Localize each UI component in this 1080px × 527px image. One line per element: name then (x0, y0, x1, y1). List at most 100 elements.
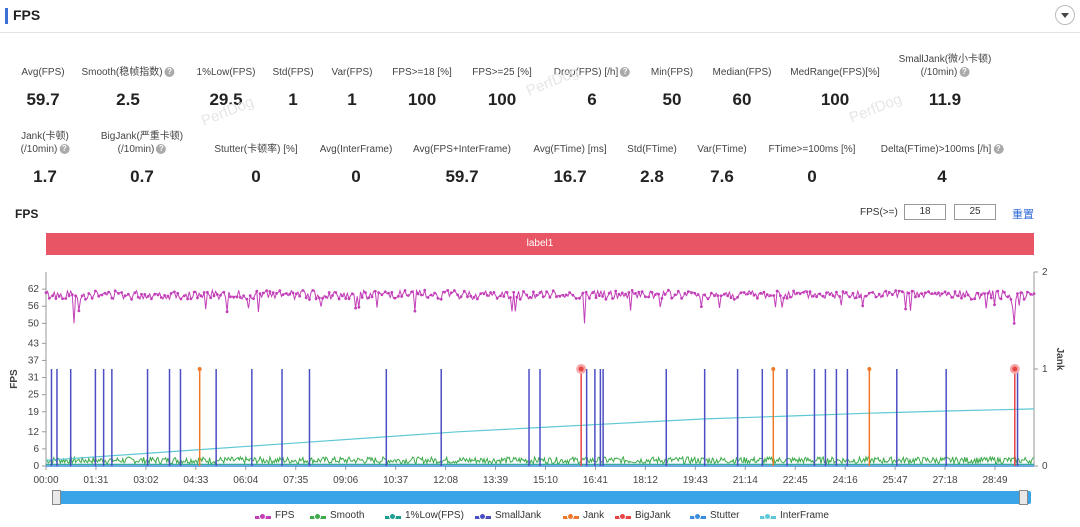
fps-point (225, 310, 229, 314)
label-band[interactable]: label1 (46, 233, 1034, 255)
fps-point (509, 296, 512, 299)
fps-point (387, 291, 390, 295)
fps-point (271, 291, 275, 294)
time-range-slider[interactable] (52, 491, 1031, 504)
y-tick-label: 19 (28, 407, 40, 418)
fps-point (334, 291, 338, 294)
fps-point (963, 294, 967, 298)
help-icon[interactable]: ? (993, 144, 1004, 155)
legend-item-0[interactable]: FPS (275, 510, 295, 521)
fps-point (844, 291, 848, 294)
help-icon[interactable]: ? (59, 144, 70, 155)
reset-link[interactable]: 重置 (1012, 209, 1034, 221)
fps-point (476, 297, 479, 301)
x-tick-label: 09:06 (333, 475, 358, 486)
slider-handle-left[interactable] (52, 490, 61, 505)
metric-label-text: MedRange(FPS)[%] (790, 67, 880, 78)
fps-point (331, 294, 334, 297)
fps-point (835, 290, 838, 294)
metric-label-unit: (/10min) (20, 144, 58, 155)
legend-marker-6 (694, 513, 701, 520)
fps-point (492, 291, 496, 294)
jank-event-marker (197, 367, 202, 371)
fps-point (94, 289, 97, 293)
fps-point (1026, 290, 1029, 294)
fps-point (120, 291, 124, 294)
fps-point (828, 293, 832, 296)
fps-point (403, 289, 407, 292)
metric-label-text: Smooth(稳帧指数) (81, 67, 163, 78)
fps-point (986, 292, 990, 295)
fps-point (337, 297, 341, 301)
fps-point (742, 291, 746, 294)
fps-point (956, 294, 960, 298)
fps-point (90, 296, 94, 300)
collapse-button[interactable] (1055, 5, 1075, 25)
y-tick-label: 43 (28, 338, 40, 349)
metric-label-text: FPS>=18 [%] (392, 67, 452, 78)
fps-point (723, 292, 726, 296)
fps-point (551, 289, 555, 293)
help-icon[interactable]: ? (164, 67, 175, 78)
fps-point (545, 290, 548, 294)
fps-point (344, 297, 348, 300)
fps-series-line (45, 288, 1035, 324)
fps-point (644, 295, 647, 299)
fps-point (676, 289, 680, 293)
metric-label-text: Median(FPS) (712, 67, 772, 78)
fps-point (620, 291, 624, 295)
legend-marker-3 (479, 513, 486, 520)
legend-item-4[interactable]: Jank (583, 510, 605, 521)
help-icon[interactable]: ? (620, 67, 631, 78)
x-tick-label: 00:00 (33, 475, 58, 486)
fps-point (130, 297, 134, 301)
fps-point (443, 290, 446, 294)
fps-point (670, 296, 674, 300)
fps-point (634, 292, 637, 295)
fps-point (765, 293, 769, 296)
help-icon[interactable]: ? (156, 144, 167, 155)
legend-item-6[interactable]: Stutter (710, 510, 740, 521)
fps-point (61, 297, 64, 300)
fps-point (479, 292, 483, 295)
legend-item-5[interactable]: BigJank (635, 510, 671, 521)
jank-event-marker (867, 367, 872, 371)
slider-handle-right[interactable] (1019, 490, 1028, 505)
fps-point (212, 294, 216, 298)
fps-point (838, 295, 842, 298)
fps-point (811, 294, 815, 298)
fps-point (179, 297, 183, 301)
fps-point (561, 293, 565, 297)
metrics_row2-value-7: 7.6 (710, 167, 734, 186)
legend-item-3[interactable]: SmallJank (495, 510, 542, 521)
help-icon[interactable]: ? (959, 67, 970, 78)
fps-point (189, 297, 193, 301)
metrics_row2-label-3: Avg(InterFrame) (320, 143, 393, 156)
fps-point (186, 297, 190, 301)
fps-point (123, 294, 127, 298)
legend-item-2[interactable]: 1%Low(FPS) (405, 510, 464, 521)
fps-point (1003, 291, 1006, 294)
fps-point (686, 290, 690, 294)
fps-point (275, 292, 278, 295)
fps-point (1022, 297, 1026, 301)
fps-point (350, 292, 354, 296)
fps-point (601, 295, 604, 298)
fps-threshold-input-1[interactable]: 18 (904, 204, 946, 220)
fps-point (285, 292, 288, 295)
fps-threshold-input-2[interactable]: 25 (954, 204, 996, 220)
fps-point (103, 291, 107, 295)
fps-point (196, 296, 199, 300)
fps-point (937, 291, 940, 295)
metrics_row2-label-9: Delta(FTime)>100ms [/h]? (881, 143, 1004, 156)
fps-point (367, 296, 371, 300)
fps-point (1006, 295, 1010, 299)
fps-point (278, 289, 282, 293)
legend-item-1[interactable]: Smooth (330, 510, 365, 521)
legend-item-7[interactable]: InterFrame (780, 510, 829, 521)
metric-label-text: BigJank(严重卡顿) (100, 131, 184, 142)
fps-point (624, 292, 627, 296)
metrics_row1-label-11: SmallJank(微小卡顿) (/10min)? (899, 53, 992, 79)
fps-point (525, 293, 529, 297)
